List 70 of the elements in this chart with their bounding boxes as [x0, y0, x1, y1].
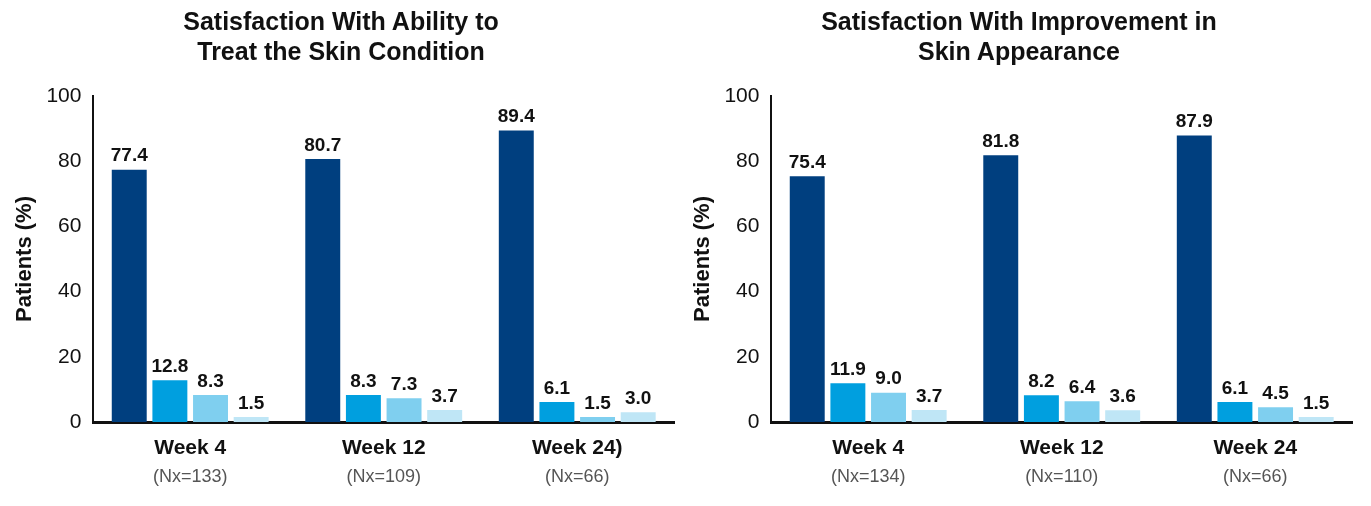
bar	[789, 176, 825, 422]
y-tick-label: 60	[58, 213, 82, 237]
x-tick-label: Week 12 (Nx=110)	[1019, 435, 1104, 486]
data-label: 6.4	[1068, 375, 1096, 397]
x-tick-label: Week 24) (Nx=66)	[531, 435, 623, 486]
bar	[427, 409, 463, 422]
x-tick-label: Week 12 (Nx=109)	[341, 435, 426, 486]
bar	[152, 380, 188, 422]
y-tick-label: 80	[736, 148, 760, 171]
bar	[111, 169, 147, 422]
data-label: 8.3	[350, 369, 377, 391]
bar	[1298, 417, 1334, 422]
y-tick-label: 20	[58, 343, 82, 367]
x-tick-label: Week 24 (Nx=66)	[1213, 435, 1298, 486]
data-label: 3.7	[915, 384, 943, 406]
y-axis-title: Patients (%)	[11, 196, 37, 322]
y-axis-title: Patients (%)	[689, 196, 715, 322]
bar	[305, 158, 341, 422]
bar	[580, 417, 616, 422]
x-tick-label: Week 4 (Nx=133)	[152, 435, 228, 486]
bar	[1105, 410, 1141, 422]
data-label: 1.5	[1302, 391, 1330, 413]
bar	[1023, 395, 1059, 422]
y-tick-label: 20	[736, 343, 760, 367]
data-label: 89.4	[497, 105, 536, 127]
data-label: 7.3	[390, 372, 418, 394]
data-label: 9.0	[875, 367, 902, 389]
chart-title: Satisfaction With Ability to Treat the Skin Condition	[183, 6, 499, 65]
y-tick-label: 80	[58, 148, 82, 171]
bar	[1217, 402, 1253, 422]
data-label: 6.1	[1221, 376, 1249, 398]
data-label: 77.4	[110, 144, 149, 166]
data-label: 87.9	[1175, 110, 1213, 132]
bar	[911, 409, 947, 422]
bar	[193, 394, 228, 422]
data-label: 6.1	[543, 376, 571, 398]
data-label: 12.8	[151, 355, 189, 377]
bar	[233, 417, 269, 422]
data-label: 3.0	[624, 386, 652, 408]
data-label: 1.5	[584, 391, 612, 413]
bar	[1258, 407, 1294, 422]
data-label: 3.6	[1109, 385, 1136, 406]
y-tick-label: 100	[724, 82, 760, 106]
data-label: 75.4	[788, 150, 827, 172]
bar	[1176, 135, 1212, 422]
data-label: 8.2	[1028, 370, 1055, 391]
y-tick-label: 40	[58, 278, 82, 302]
bar	[871, 392, 906, 422]
bar	[983, 155, 1019, 422]
data-label: 1.5	[237, 391, 265, 413]
bar	[386, 398, 422, 422]
bar	[830, 383, 866, 422]
bar	[1064, 401, 1100, 422]
y-tick-label: 0	[747, 408, 760, 432]
bar	[539, 402, 575, 422]
data-label: 8.3	[197, 369, 224, 391]
data-label: 80.7	[304, 133, 342, 155]
y-tick-label: 0	[69, 408, 82, 432]
data-label: 4.5	[1262, 382, 1290, 404]
bar	[620, 412, 656, 422]
bar	[345, 394, 381, 422]
y-tick-label: 60	[736, 213, 760, 237]
y-tick-label: 100	[46, 82, 82, 106]
data-label: 11.9	[829, 357, 866, 379]
data-label: 81.8	[982, 130, 1020, 152]
data-label: 3.7	[431, 384, 458, 406]
bar	[498, 130, 534, 422]
x-tick-label: Week 4 (Nx=134)	[830, 435, 906, 486]
y-tick-label: 40	[736, 278, 760, 302]
chart-title: Satisfaction With Improvement in Skin Appearance	[821, 6, 1217, 65]
